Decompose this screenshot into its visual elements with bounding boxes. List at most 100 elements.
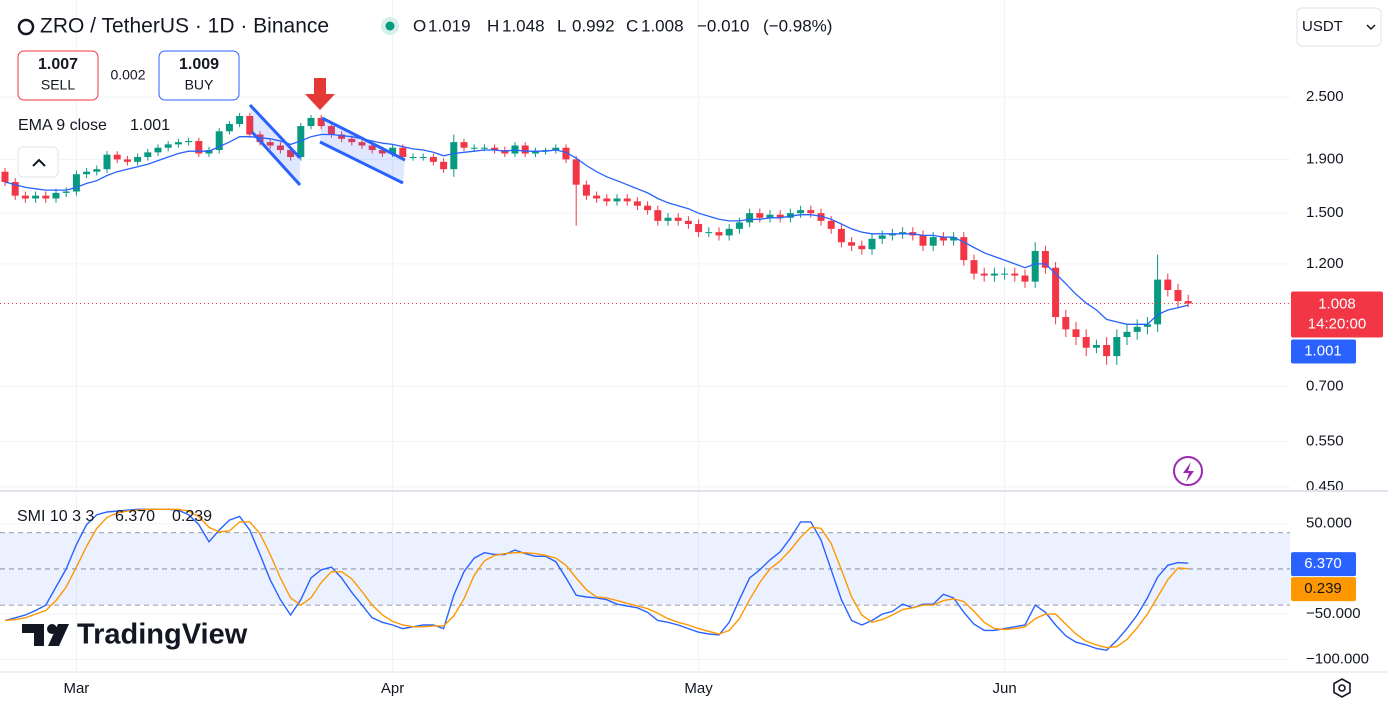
candle-body — [837, 228, 845, 243]
spread: 0.002 — [110, 67, 145, 83]
watermark-logo — [22, 624, 69, 646]
candle-body — [939, 237, 947, 241]
candle-body — [42, 195, 50, 199]
candle-body — [950, 237, 958, 241]
drawings — [248, 78, 1203, 486]
ohlc-label: L — [557, 16, 566, 35]
candle-body — [11, 182, 19, 196]
candle-body — [1052, 267, 1060, 318]
candle-body — [368, 145, 376, 151]
candle-body — [521, 145, 529, 154]
candle-body — [399, 147, 407, 158]
candle-body — [603, 198, 611, 202]
candle-body — [919, 235, 927, 246]
ohlc-value: 0.992 — [572, 16, 615, 35]
candle-body — [725, 228, 733, 236]
candle-body — [1082, 337, 1090, 348]
x-tick-label: Apr — [381, 680, 404, 697]
candle-body — [1041, 251, 1049, 268]
candle-body — [746, 213, 754, 223]
candle-body — [266, 142, 274, 146]
smi-tag — [1291, 552, 1356, 577]
buy-label: BUY — [185, 77, 214, 93]
buy-price: 1.009 — [179, 56, 219, 73]
candle-body — [103, 154, 111, 170]
change: −0.010 — [697, 16, 749, 35]
symbol-logo — [17, 18, 35, 36]
candle-body — [1021, 275, 1029, 282]
currency: USDT — [1302, 18, 1343, 35]
sell-button[interactable] — [17, 50, 99, 101]
smi-tag-label: 6.370 — [1304, 555, 1342, 572]
candle-body — [613, 198, 621, 202]
candle-body — [756, 213, 764, 218]
ema-value: 1.001 — [130, 117, 170, 134]
candle-body — [460, 142, 468, 148]
marks — [0, 113, 1290, 652]
flag-line — [250, 130, 302, 187]
y-tick-label: 0.450 — [1306, 478, 1344, 495]
candle-body — [154, 147, 162, 153]
smi-tag-label: 0.239 — [1304, 580, 1342, 597]
candle-body — [1031, 251, 1039, 282]
candle-body — [1154, 279, 1162, 325]
candle-body — [644, 205, 652, 211]
candle-body — [1072, 329, 1080, 338]
candle-body — [1184, 301, 1192, 304]
candle-body — [440, 161, 448, 170]
candle-body — [593, 195, 601, 199]
y-tick-label: 1.200 — [1306, 255, 1344, 272]
candle-body — [878, 235, 886, 239]
candle-body — [378, 150, 386, 154]
x-tick-label: May — [684, 680, 713, 697]
chevron-down — [1366, 24, 1376, 31]
candle-body — [389, 147, 397, 154]
logo-part — [22, 624, 44, 646]
candle-body — [358, 142, 366, 146]
candle-body — [664, 217, 672, 221]
candle-body — [531, 151, 539, 154]
candle-body — [470, 147, 478, 149]
last-price: 1.008 — [1318, 296, 1356, 313]
symbol-title: ZRO / TetherUS · 1D · Binance — [40, 15, 329, 38]
candle-body — [480, 147, 488, 149]
buy-button[interactable] — [158, 50, 240, 101]
sell-label: SELL — [41, 77, 75, 93]
candle-body — [1103, 345, 1111, 357]
alert-bolt — [1183, 462, 1194, 482]
candle-body — [338, 134, 346, 139]
flag-fill — [250, 105, 300, 185]
ohlc-legend: O 1.019 H 1.048 L 0.992 C 1.008 — [413, 16, 684, 35]
y-tick-label: 0.700 — [1306, 377, 1344, 394]
candle-body — [83, 171, 91, 175]
candle-body — [287, 150, 295, 158]
candle-body — [827, 220, 835, 229]
candle-body — [1143, 324, 1151, 327]
ohlc-label: O — [413, 16, 426, 35]
settings-icon[interactable] — [1333, 678, 1351, 698]
change-pct: (−0.98%) — [763, 16, 832, 35]
candle-body — [113, 154, 121, 160]
arrow — [305, 78, 335, 110]
smi-line — [4, 508, 1189, 652]
currency-select[interactable] — [1296, 7, 1382, 47]
candle-body — [317, 117, 325, 127]
candle-body — [236, 115, 244, 125]
candle-body — [1062, 317, 1070, 330]
candle-body — [93, 169, 101, 172]
ema-line — [4, 133, 1189, 325]
ohlc-label: H — [487, 16, 499, 35]
candle-body — [899, 232, 907, 234]
smi-tag — [1291, 577, 1356, 602]
candle-body — [276, 145, 284, 151]
ohlc-value: 1.048 — [502, 16, 545, 35]
candle-body — [705, 232, 713, 234]
alert-icon[interactable] — [1173, 456, 1203, 486]
ema-tag — [1291, 339, 1356, 364]
gear-center — [1338, 684, 1346, 692]
candle-body — [1174, 289, 1182, 302]
candle-body — [348, 138, 356, 143]
candle-body — [735, 222, 743, 229]
y-tick-label: −50.000 — [1306, 605, 1361, 622]
